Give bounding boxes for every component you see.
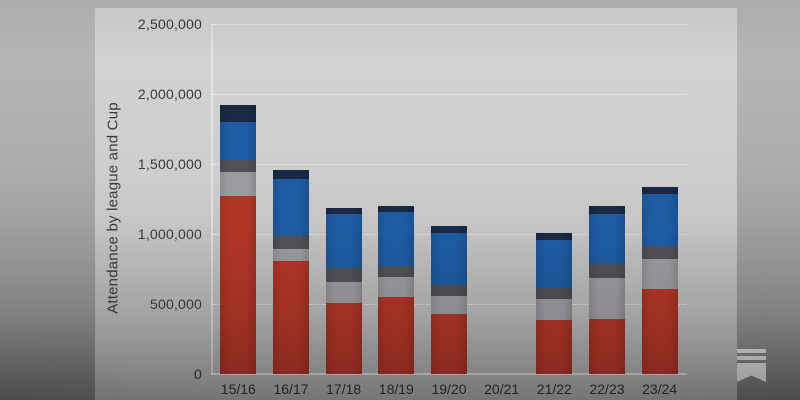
bar-segment-dark-gray (273, 236, 309, 249)
bar-segment-dark-gray (431, 285, 467, 297)
x-tick-label-15-16: 15/16 (220, 381, 256, 397)
y-tick-label-2500000: 2,500,000 (137, 16, 202, 32)
bar-segment-light-gray (220, 172, 257, 197)
y-tick-label-1000000: 1,000,000 (137, 226, 202, 242)
substack-logo-flag (737, 363, 766, 382)
bar-22-23 (589, 206, 625, 374)
x-tick-label-22-23: 22/23 (589, 381, 625, 397)
bar-17-18 (325, 208, 362, 374)
bar-segment-red (220, 196, 257, 374)
bar-segment-red (641, 289, 678, 374)
bar-segment-blue (220, 122, 257, 160)
plot-area (212, 24, 686, 374)
bar-segment-light-gray (536, 299, 573, 321)
bar-segment-light-gray (641, 258, 678, 290)
bar-segment-navy (589, 206, 625, 214)
bar-segment-dark-gray (378, 266, 415, 278)
bar-21-22 (536, 232, 573, 374)
bar-segment-blue (378, 212, 415, 267)
y-tick-label-1500000: 1,500,000 (137, 156, 202, 172)
bar-segment-light-gray (325, 281, 362, 303)
chart-panel: Attendance by league and Cup 0 500,000 1,0… (95, 8, 737, 400)
bar-segment-blue (325, 213, 362, 268)
x-tick-label-17-18: 17/18 (326, 381, 362, 397)
y-tick-label-500000: 500,000 (149, 296, 202, 312)
gridline-2000000 (212, 94, 686, 95)
x-tick-label-18-19: 18/19 (378, 381, 414, 397)
bar-segment-dark-gray (325, 267, 362, 282)
y-axis-ticks: 0 500,000 1,000,000 1,500,000 2,000,000 2,500… (95, 16, 205, 382)
bar-18-19 (378, 206, 415, 374)
bar-16-17 (273, 170, 309, 374)
y-tick-label-2000000: 2,000,000 (137, 86, 202, 102)
bar-segment-navy (273, 170, 309, 180)
bar-19-20 (431, 226, 467, 374)
x-tick-label-19-20: 19/20 (431, 381, 467, 397)
bar-segment-navy (325, 208, 362, 214)
bar-segment-light-gray (589, 278, 625, 320)
x-axis-ticks: 15/16 16/17 17/18 18/19 19/20 20/21 21/22 22/23… (212, 381, 686, 400)
bar-segment-dark-gray (220, 159, 257, 173)
y-axis-line (211, 24, 213, 375)
bar-segment-navy (536, 232, 573, 240)
bar-segment-light-gray (273, 248, 309, 262)
bar-segment-dark-gray (536, 287, 573, 300)
bar-segment-light-gray (431, 296, 467, 315)
gridline-2500000 (212, 24, 686, 25)
bar-segment-red (536, 320, 573, 374)
bar-segment-blue (589, 213, 625, 265)
x-tick-label-20-21: 20/21 (484, 381, 520, 397)
bar-segment-navy (220, 105, 257, 122)
bar-segment-red (325, 302, 362, 374)
bar-segment-dark-gray (589, 264, 625, 279)
bar-segment-blue (536, 239, 573, 288)
bar-segment-red (431, 314, 467, 374)
bar-segment-red (273, 261, 309, 374)
bar-segment-blue (431, 233, 467, 286)
bar-segment-dark-gray (641, 245, 678, 259)
substack-logo-bar (737, 349, 766, 353)
bar-segment-blue (273, 179, 309, 237)
x-tick-label-16-17: 16/17 (273, 381, 309, 397)
bar-segment-light-gray (378, 277, 415, 297)
bar-15-16 (220, 105, 257, 374)
bar-segment-navy (378, 206, 415, 213)
substack-logo-icon (737, 349, 766, 382)
x-axis-line (211, 373, 687, 375)
bar-segment-red (378, 296, 415, 374)
y-tick-label-0: 0 (194, 366, 202, 382)
bar-segment-navy (641, 187, 678, 195)
bar-segment-navy (431, 226, 467, 234)
substack-logo-bar (737, 356, 766, 360)
bar-23-24 (641, 187, 678, 374)
bar-segment-red (589, 319, 625, 374)
x-tick-label-23-24: 23/24 (642, 381, 678, 397)
bar-segment-blue (641, 194, 678, 246)
gridline-1500000 (212, 164, 686, 165)
x-tick-label-21-22: 21/22 (536, 381, 572, 397)
